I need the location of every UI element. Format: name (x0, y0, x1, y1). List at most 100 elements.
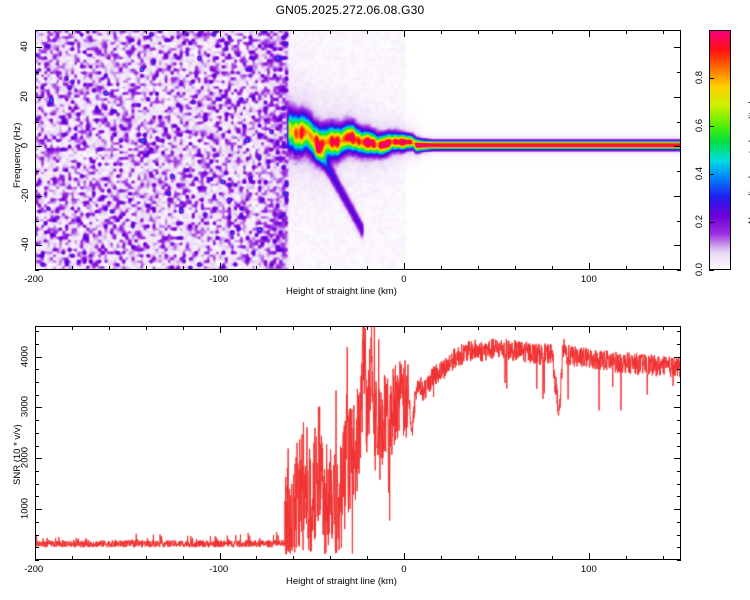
y-minor-tick-right (677, 369, 681, 370)
y-major-tick-right (674, 357, 681, 358)
x-minor-tick (478, 556, 479, 560)
y-major-tick-right (674, 196, 681, 197)
colorbar-tick-label: 0.8 (693, 70, 705, 85)
x-minor-tick-top (72, 30, 73, 34)
y-minor-tick (35, 420, 39, 421)
y-minor-tick-right (677, 446, 681, 447)
y-major-tick (35, 97, 42, 98)
colorbar-tick-label: 0.4 (693, 166, 705, 181)
y-minor-tick-right (677, 496, 681, 497)
y-tick-label: -40 (19, 237, 31, 252)
y-minor-tick-right (677, 382, 681, 383)
y-minor-tick-right (677, 344, 681, 345)
colorbar-tick (709, 78, 714, 79)
x-minor-tick-top (256, 326, 257, 330)
y-minor-tick (35, 522, 39, 523)
y-major-tick-right (674, 407, 681, 408)
y-minor-tick (35, 496, 39, 497)
x-major-tick (220, 263, 221, 270)
y-minor-tick (35, 471, 39, 472)
y-major-tick-right (674, 509, 681, 510)
x-major-tick-top (220, 30, 221, 37)
x-minor-tick-top (109, 326, 110, 330)
spectrogram-x-axis-label: Height of straight line (km) (286, 286, 397, 297)
x-minor-tick-top (72, 326, 73, 330)
x-major-tick-top (404, 326, 405, 333)
y-major-tick-right (674, 47, 681, 48)
y-minor-tick-right (677, 433, 681, 434)
x-minor-tick (626, 556, 627, 560)
spectrogram-plot-area (35, 30, 681, 270)
y-minor-tick (35, 72, 39, 73)
x-minor-tick-top (146, 30, 147, 34)
x-minor-tick (146, 556, 147, 560)
x-major-tick (220, 553, 221, 560)
y-minor-tick-right (677, 171, 681, 172)
x-major-tick (589, 263, 590, 270)
x-minor-tick-top (626, 326, 627, 330)
x-minor-tick (183, 556, 184, 560)
spectrogram-y-axis-label: Frequency (Hz) (12, 122, 23, 188)
y-major-tick-right (674, 245, 681, 246)
x-minor-tick (515, 556, 516, 560)
x-minor-tick (109, 266, 110, 270)
y-minor-tick (35, 344, 39, 345)
x-minor-tick (109, 556, 110, 560)
x-minor-tick-top (515, 326, 516, 330)
y-major-tick (35, 509, 42, 510)
x-minor-tick-top (367, 30, 368, 34)
y-minor-tick (35, 484, 39, 485)
colorbar-tick (709, 222, 714, 223)
snr-plot-area (35, 326, 681, 560)
x-minor-tick-top (663, 30, 664, 34)
x-tick-label: 100 (580, 274, 597, 285)
y-minor-tick-right (677, 535, 681, 536)
x-major-tick-top (404, 30, 405, 37)
x-major-tick-top (35, 30, 36, 37)
x-minor-tick (515, 266, 516, 270)
y-minor-tick (35, 560, 39, 561)
x-major-tick-top (35, 326, 36, 333)
colorbar-tick (709, 126, 714, 127)
y-major-tick (35, 357, 42, 358)
y-minor-tick-right (677, 72, 681, 73)
x-minor-tick (663, 556, 664, 560)
x-tick-label: 0 (401, 564, 407, 575)
y-minor-tick-right (677, 547, 681, 548)
x-minor-tick (72, 556, 73, 560)
x-minor-tick-top (441, 30, 442, 34)
x-minor-tick (663, 266, 664, 270)
y-tick-label: -20 (19, 188, 31, 203)
x-major-tick-top (589, 30, 590, 37)
y-minor-tick (35, 369, 39, 370)
x-minor-tick (367, 266, 368, 270)
y-minor-tick-right (677, 122, 681, 123)
x-minor-tick-top (552, 30, 553, 34)
x-minor-tick-top (293, 326, 294, 330)
x-minor-tick (478, 266, 479, 270)
x-minor-tick-top (146, 326, 147, 330)
x-tick-label: 0 (401, 274, 407, 285)
y-minor-tick-right (677, 270, 681, 271)
y-minor-tick-right (677, 522, 681, 523)
y-minor-tick-right (677, 331, 681, 332)
y-major-tick (35, 47, 42, 48)
x-minor-tick-top (515, 30, 516, 34)
snr-x-axis-label: Height of straight line (km) (286, 576, 397, 587)
y-minor-tick (35, 221, 39, 222)
colorbar-tick (709, 174, 714, 175)
x-minor-tick-top (183, 326, 184, 330)
x-minor-tick-top (478, 326, 479, 330)
colorbar-tick-label: 0.2 (693, 214, 705, 229)
x-minor-tick (330, 556, 331, 560)
x-minor-tick (626, 266, 627, 270)
x-minor-tick-top (552, 326, 553, 330)
x-major-tick-top (220, 326, 221, 333)
y-minor-tick (35, 382, 39, 383)
y-major-tick (35, 196, 42, 197)
y-minor-tick (35, 446, 39, 447)
figure-title: GN05.2025.272.06.08.G30 (275, 3, 425, 17)
x-major-tick-top (589, 326, 590, 333)
x-minor-tick-top (293, 30, 294, 34)
